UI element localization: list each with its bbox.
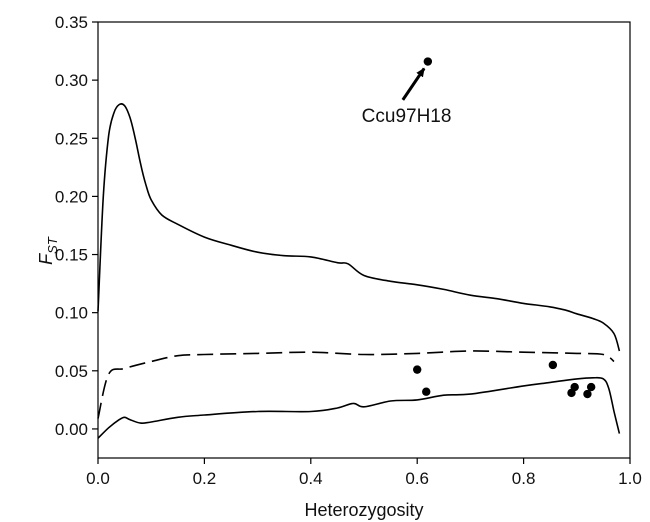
series-lines bbox=[97, 103, 621, 439]
data-point bbox=[570, 382, 579, 392]
data-point bbox=[586, 382, 596, 392]
y-tick-label: 0.30 bbox=[55, 71, 88, 90]
annotation-arrow bbox=[401, 67, 426, 101]
x-tick-label: 0.4 bbox=[299, 469, 323, 488]
x-tick-label: 0.6 bbox=[405, 469, 429, 488]
y-tick-label: 0.35 bbox=[55, 13, 88, 32]
plot-frame bbox=[97, 21, 631, 459]
data-points bbox=[413, 57, 596, 399]
annotation: Ccu97H18 bbox=[362, 67, 452, 127]
x-tick-label: 0.2 bbox=[193, 469, 217, 488]
y-tick-label: 0.05 bbox=[55, 362, 88, 381]
y-tick-label: 0.25 bbox=[55, 129, 88, 148]
x-tick-label: 1.0 bbox=[618, 469, 642, 488]
y-tick-label: 0.10 bbox=[55, 304, 88, 323]
axis-ticks: 0.0 0.2 0.4 0.6 0.8 1.0 0.00 0.05 0.10 0.15 0.20 0.… bbox=[55, 13, 642, 488]
median-dashed-line bbox=[97, 350, 615, 419]
y-axis-title-main: F bbox=[36, 253, 56, 265]
y-tick-label: 0.20 bbox=[55, 187, 88, 206]
data-point bbox=[423, 57, 433, 66]
data-point bbox=[413, 365, 422, 374]
x-axis-title: Heterozygosity bbox=[304, 500, 423, 520]
data-point bbox=[548, 360, 558, 370]
y-axis-title: FST bbox=[36, 236, 60, 265]
y-axis-title-subscript: ST bbox=[45, 236, 60, 254]
y-tick-label: 0.00 bbox=[55, 420, 88, 439]
data-point bbox=[422, 387, 431, 396]
x-tick-label: 0.8 bbox=[512, 469, 536, 488]
data-point bbox=[583, 389, 592, 399]
annotation-label: Ccu97H18 bbox=[362, 106, 452, 127]
lower-quantile-line bbox=[97, 376, 621, 439]
upper-quantile-line bbox=[97, 103, 621, 352]
y-tick-label: 0.15 bbox=[55, 246, 88, 265]
x-tick-label: 0.0 bbox=[86, 469, 110, 488]
